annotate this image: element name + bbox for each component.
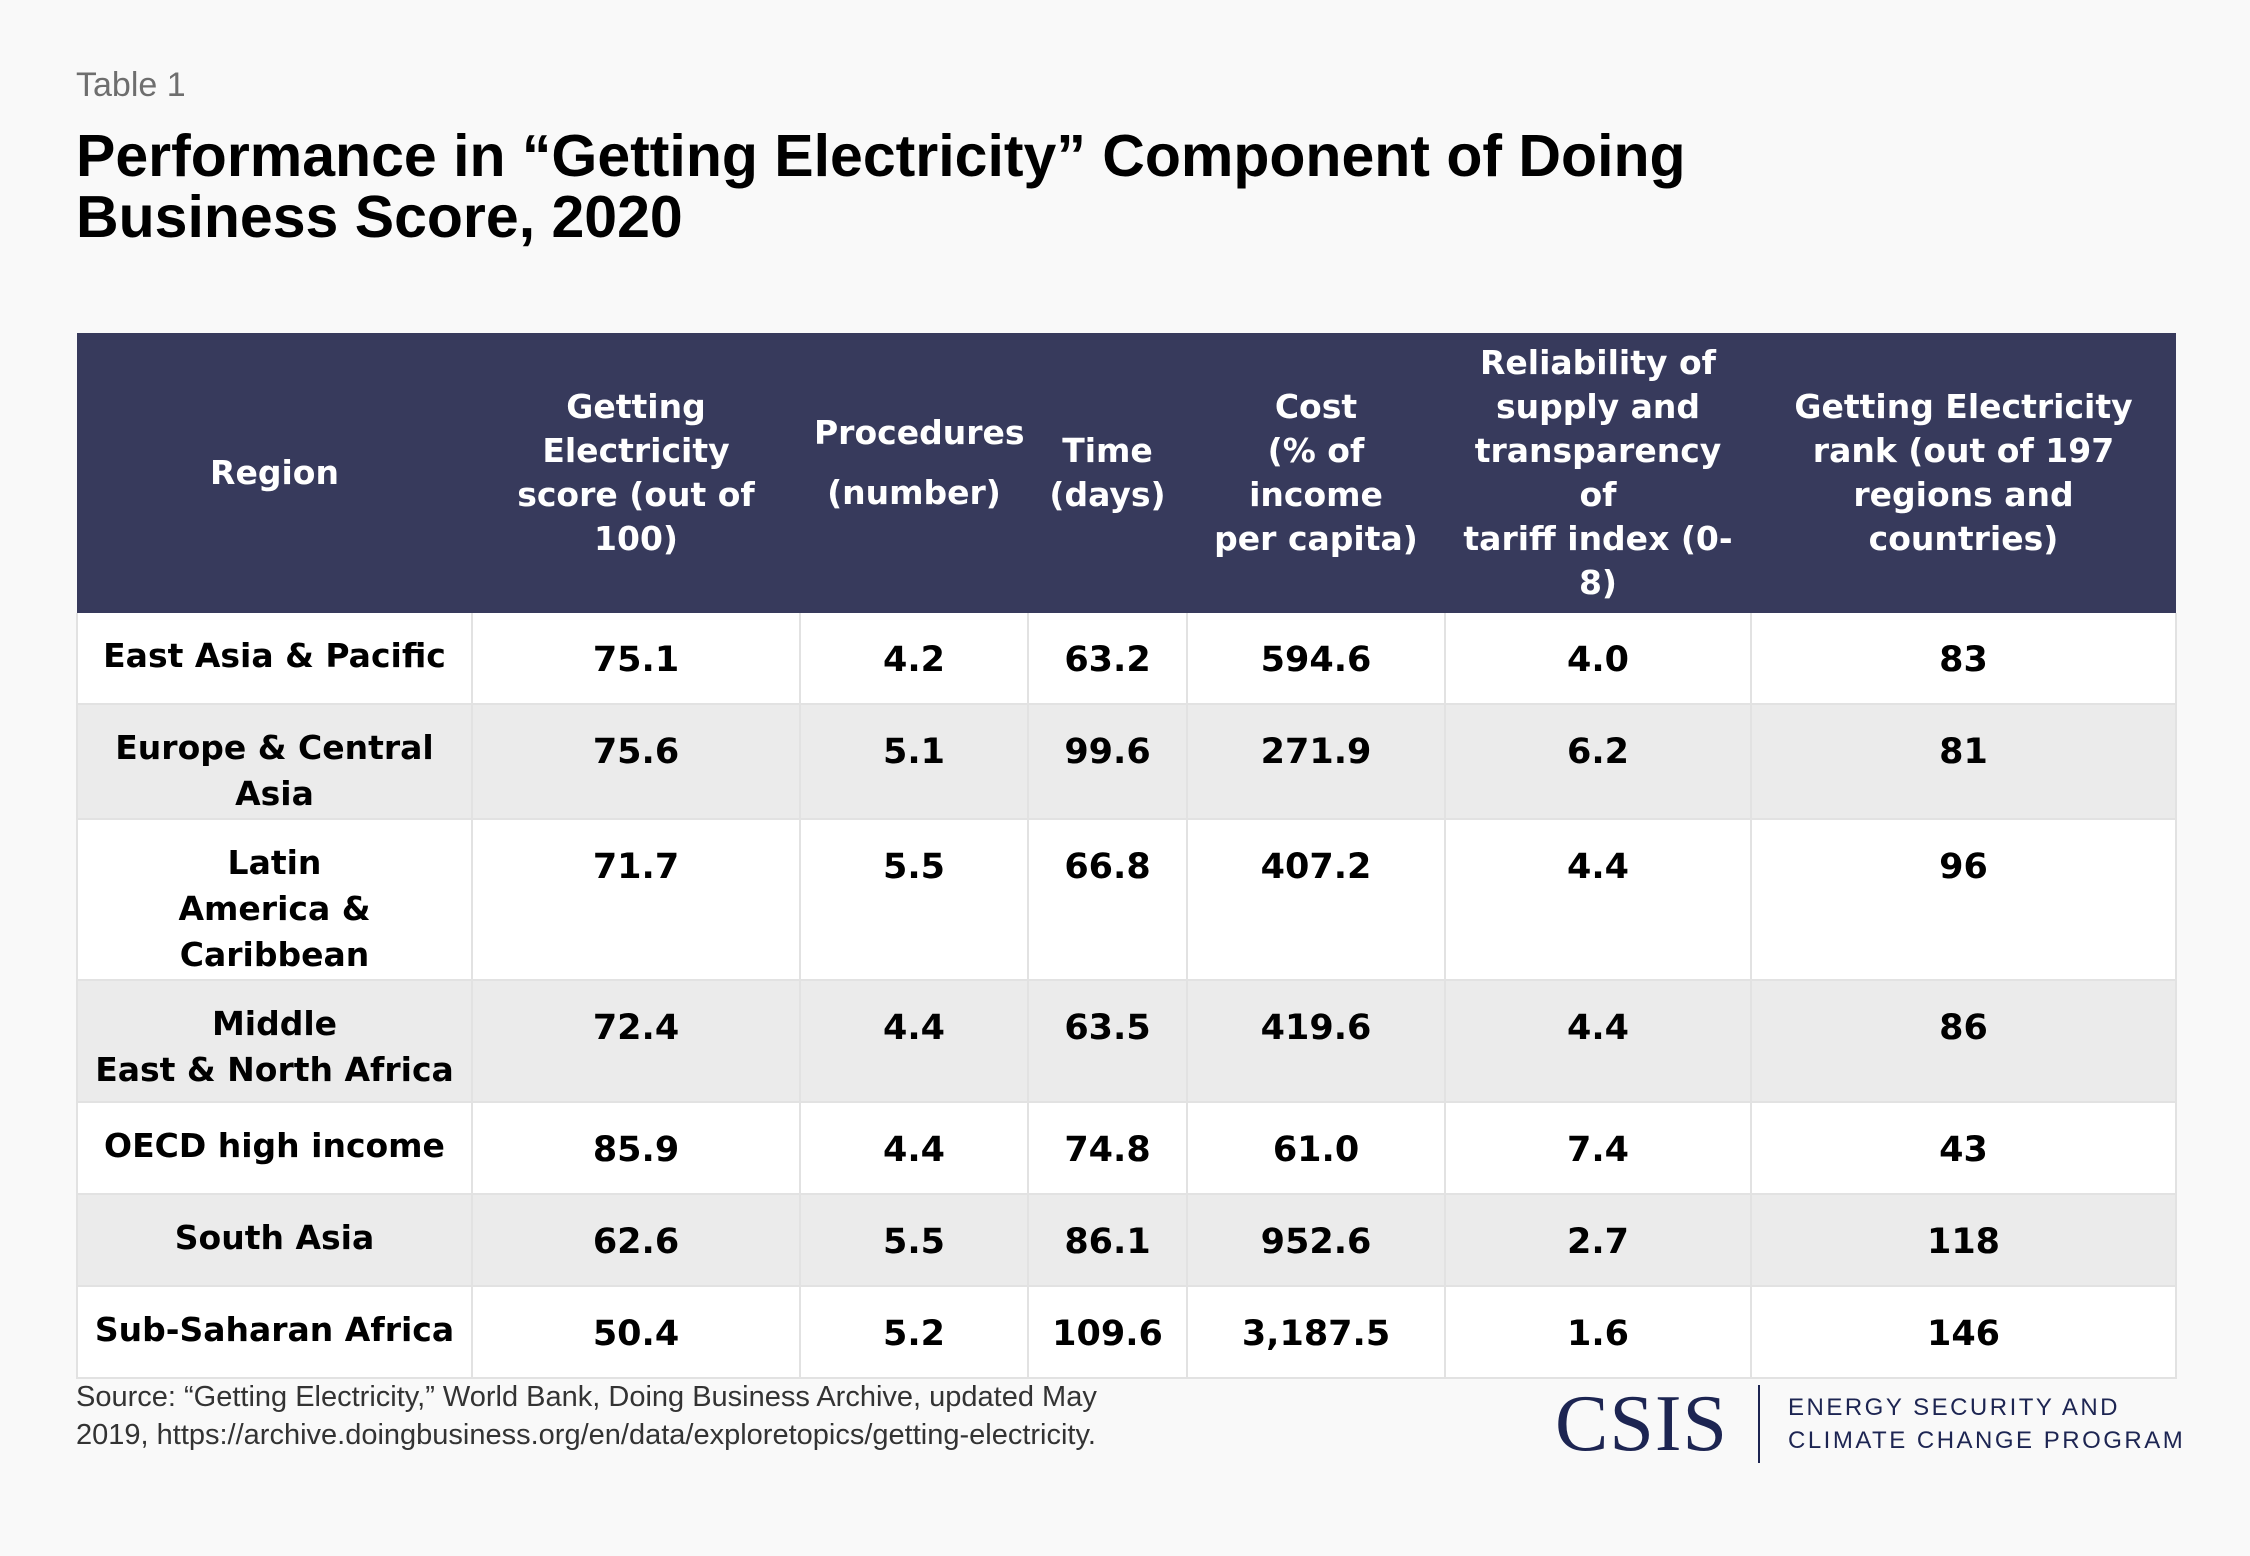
region-cell: Europe & Central Asia — [76, 704, 473, 820]
cost-cell: 3,187.5 — [1186, 1286, 1446, 1379]
cost-cell: 952.6 — [1186, 1194, 1446, 1287]
source-line-2: 2019, https://archive.doingbusiness.org/… — [76, 1419, 1096, 1451]
procedures-cell: 4.4 — [799, 980, 1029, 1103]
logo-wordmark: CSIS — [1555, 1380, 1728, 1468]
cost-cell: 594.6 — [1186, 613, 1446, 705]
score-cell: 71.7 — [471, 819, 801, 981]
reliability-cell: 4.0 — [1444, 613, 1752, 705]
reliability-cell: 2.7 — [1444, 1194, 1752, 1287]
table-header-row: Region Getting Electricity score (out of… — [77, 333, 2176, 613]
source-line-1: Source: “Getting Electricity,” World Ban… — [76, 1381, 1097, 1413]
table-label: Table 1 — [76, 66, 186, 104]
table-row: Europe & Central Asia 75.6 5.1 99.6 271.… — [76, 704, 2177, 820]
time-cell: 74.8 — [1027, 1102, 1188, 1195]
time-cell: 63.5 — [1027, 980, 1188, 1103]
header-reliability: Reliability of supply and transparency o… — [1445, 333, 1751, 613]
cost-cell: 407.2 — [1186, 819, 1446, 981]
score-cell: 72.4 — [471, 980, 801, 1103]
time-cell: 86.1 — [1027, 1194, 1188, 1287]
reliability-cell: 1.6 — [1444, 1286, 1752, 1379]
table-row: Latin America & Caribbean 71.7 5.5 66.8 … — [76, 819, 2177, 981]
score-cell: 62.6 — [471, 1194, 801, 1287]
header-region: Region — [77, 333, 472, 613]
title-line-2: Business Score, 2020 — [76, 184, 683, 250]
region-cell: OECD high income — [76, 1102, 473, 1195]
region-cell: South Asia — [76, 1194, 473, 1287]
rank-cell: 86 — [1750, 980, 2177, 1103]
table-row: OECD high income 85.9 4.4 74.8 61.0 7.4 … — [76, 1102, 2177, 1195]
title-line-1: Performance in “Getting Electricity” Com… — [76, 123, 1686, 189]
source-note: Source: “Getting Electricity,” World Ban… — [76, 1378, 1276, 1454]
region-cell: Middle East & North Africa — [76, 980, 473, 1103]
time-cell: 109.6 — [1027, 1286, 1188, 1379]
reliability-cell: 4.4 — [1444, 819, 1752, 981]
header-rank: Getting Electricity rank (out of 197 reg… — [1751, 333, 2176, 613]
table-row: East Asia & Pacific 75.1 4.2 63.2 594.6 … — [76, 613, 2177, 705]
reliability-cell: 6.2 — [1444, 704, 1752, 820]
procedures-cell: 5.1 — [799, 704, 1029, 820]
table-row: South Asia 62.6 5.5 86.1 952.6 2.7 118 — [76, 1194, 2177, 1287]
score-cell: 85.9 — [471, 1102, 801, 1195]
rank-cell: 83 — [1750, 613, 2177, 705]
header-time: Time (days) — [1028, 333, 1187, 613]
cost-cell: 271.9 — [1186, 704, 1446, 820]
rank-cell: 96 — [1750, 819, 2177, 981]
page-title: Performance in “Getting Electricity” Com… — [76, 126, 1976, 248]
rank-cell: 81 — [1750, 704, 2177, 820]
csis-logo: CSIS ENERGY SECURITY AND CLIMATE CHANGE … — [1555, 1384, 2185, 1464]
time-cell: 63.2 — [1027, 613, 1188, 705]
time-cell: 66.8 — [1027, 819, 1188, 981]
program-name: ENERGY SECURITY AND CLIMATE CHANGE PROGR… — [1788, 1391, 2185, 1457]
score-cell: 75.6 — [471, 704, 801, 820]
program-line-1: ENERGY SECURITY AND — [1787, 1394, 2121, 1421]
header-score: Getting Electricity score (out of 100) — [472, 333, 800, 613]
time-cell: 99.6 — [1027, 704, 1188, 820]
reliability-cell: 4.4 — [1444, 980, 1752, 1103]
region-cell: Sub-Saharan Africa — [76, 1286, 473, 1379]
header-procedures: Procedures (number) — [800, 333, 1028, 613]
score-cell: 50.4 — [471, 1286, 801, 1379]
program-line-2: CLIMATE CHANGE PROGRAM — [1787, 1427, 2186, 1454]
region-cell: Latin America & Caribbean — [76, 819, 473, 981]
procedures-cell: 5.5 — [799, 1194, 1029, 1287]
table-row: Middle East & North Africa 72.4 4.4 63.5… — [76, 980, 2177, 1103]
header-cost: Cost (% of income per capita) — [1187, 333, 1445, 613]
procedures-cell: 4.2 — [799, 613, 1029, 705]
table-row: Sub-Saharan Africa 50.4 5.2 109.6 3,187.… — [76, 1286, 2177, 1379]
procedures-cell: 4.4 — [799, 1102, 1029, 1195]
procedures-cell: 5.5 — [799, 819, 1029, 981]
procedures-cell: 5.2 — [799, 1286, 1029, 1379]
rank-cell: 118 — [1750, 1194, 2177, 1287]
score-cell: 75.1 — [471, 613, 801, 705]
rank-cell: 146 — [1750, 1286, 2177, 1379]
electricity-table: Region Getting Electricity score (out of… — [76, 333, 2177, 1379]
reliability-cell: 7.4 — [1444, 1102, 1752, 1195]
cost-cell: 419.6 — [1186, 980, 1446, 1103]
region-cell: East Asia & Pacific — [76, 613, 473, 705]
cost-cell: 61.0 — [1186, 1102, 1446, 1195]
rank-cell: 43 — [1750, 1102, 2177, 1195]
logo-divider — [1757, 1385, 1760, 1463]
